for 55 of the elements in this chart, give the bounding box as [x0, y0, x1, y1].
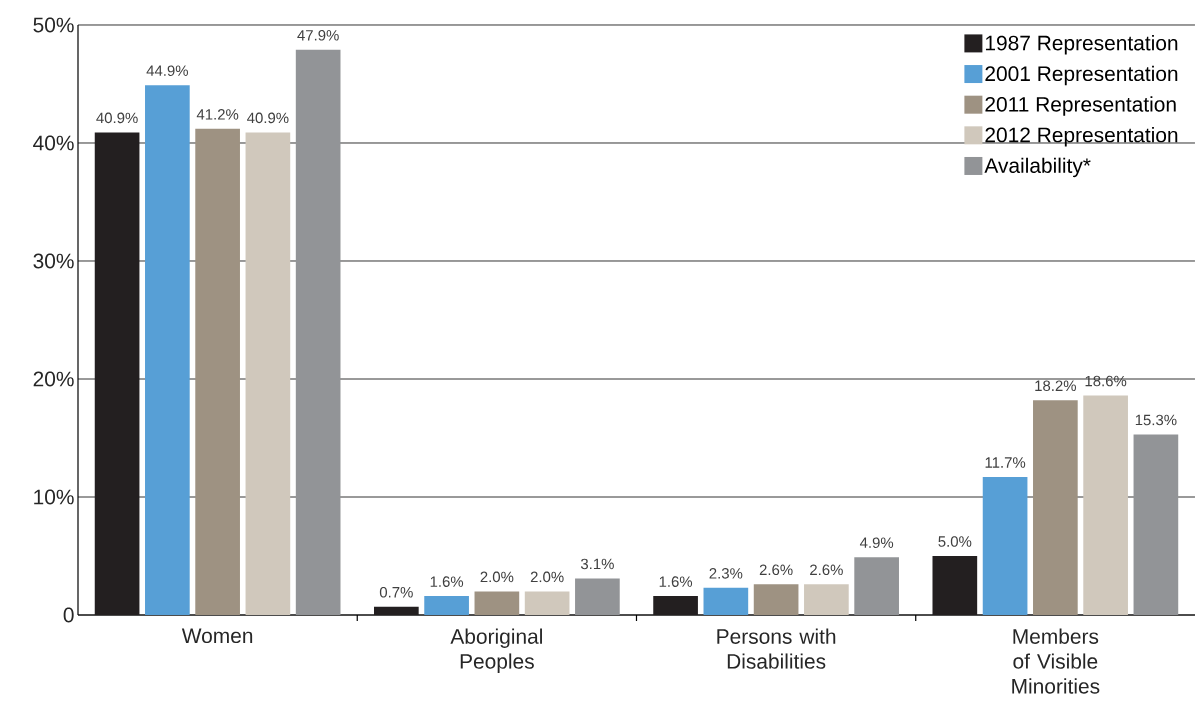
data-label: 1.6%: [430, 576, 464, 587]
bar: [94, 132, 140, 615]
bar: [753, 584, 799, 615]
data-label: 40.9%: [96, 112, 138, 124]
bar: [982, 476, 1028, 615]
data-label: 2.0%: [480, 571, 514, 583]
bar: [854, 557, 899, 615]
data-label: 11.7%: [985, 457, 1026, 468]
legend-label: 2011 Representation: [985, 96, 1176, 116]
bar: [703, 587, 749, 615]
data-label: 41.2%: [196, 109, 239, 120]
y-tick-label: 20%: [33, 371, 74, 387]
data-label: 0.7%: [379, 586, 413, 598]
y-tick-label: 40%: [33, 135, 74, 151]
data-label: 44.9%: [146, 65, 188, 76]
data-label: 1.6%: [659, 576, 693, 587]
bar: [145, 85, 190, 615]
data-label: 15.3%: [1135, 414, 1177, 426]
data-label: 3.1%: [580, 558, 614, 570]
legend-label: 1987 Representation: [985, 35, 1178, 55]
legend-label: 2012 Representation: [985, 127, 1178, 147]
bar: [575, 578, 620, 615]
bar: [524, 591, 570, 615]
legend-label: Availability*: [984, 157, 1091, 178]
data-label: 2.6%: [810, 564, 843, 576]
x-tick-label: Women: [181, 628, 253, 644]
bar: [295, 49, 341, 615]
bar: [424, 596, 469, 615]
data-label: 2.3%: [709, 568, 743, 579]
bar: [1133, 434, 1179, 615]
data-label: 2.6%: [759, 564, 793, 576]
y-tick-label: 30%: [33, 253, 74, 269]
data-label: 40.9%: [247, 112, 289, 124]
bar: [653, 596, 698, 615]
bar: [932, 556, 978, 615]
legend-label: 2001 Representation: [985, 65, 1178, 86]
data-label: 18.6%: [1085, 375, 1127, 387]
bar: [195, 128, 240, 615]
x-tick-label: Aboriginal Peoples: [450, 628, 542, 673]
y-tick-label: 50%: [33, 17, 74, 33]
bar: [1033, 400, 1078, 615]
bar: [374, 606, 419, 615]
bar: [474, 591, 520, 615]
y-tick-label: 10%: [34, 489, 74, 505]
data-label: 5.0%: [938, 536, 972, 547]
data-label: 4.9%: [859, 537, 894, 548]
x-tick-label: Persons with Disabilities: [717, 628, 836, 669]
bar: [245, 132, 291, 615]
bar: [1083, 395, 1128, 615]
y-tick-label: 0: [63, 607, 74, 623]
data-label: 18.2%: [1035, 380, 1076, 392]
data-label: 2.0%: [530, 571, 564, 583]
data-label: 47.9%: [297, 29, 339, 41]
bar: [804, 584, 849, 615]
x-tick-label: Members of Visible Minorities: [1012, 628, 1100, 694]
